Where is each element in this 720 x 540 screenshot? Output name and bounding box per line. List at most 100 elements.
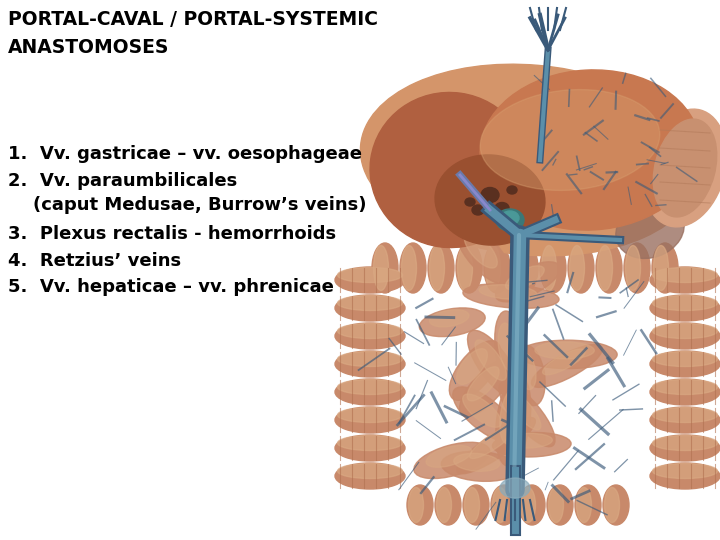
Ellipse shape — [441, 451, 518, 481]
Ellipse shape — [338, 408, 402, 422]
Ellipse shape — [485, 246, 500, 291]
Ellipse shape — [500, 478, 530, 498]
Ellipse shape — [338, 435, 402, 450]
Ellipse shape — [338, 267, 402, 282]
Ellipse shape — [652, 352, 718, 367]
Ellipse shape — [598, 246, 613, 291]
Ellipse shape — [335, 295, 405, 321]
Ellipse shape — [577, 488, 592, 523]
Ellipse shape — [498, 323, 518, 371]
Ellipse shape — [407, 485, 433, 525]
Ellipse shape — [338, 295, 402, 310]
Text: 5.  Vv. hepaticae – vv. phrenicae: 5. Vv. hepaticae – vv. phrenicae — [8, 278, 334, 296]
Ellipse shape — [492, 488, 508, 523]
Ellipse shape — [650, 267, 720, 293]
Ellipse shape — [435, 485, 461, 525]
Text: PORTAL-CAVAL / PORTAL-SYSTEMIC: PORTAL-CAVAL / PORTAL-SYSTEMIC — [8, 10, 378, 29]
Ellipse shape — [335, 435, 405, 461]
Ellipse shape — [467, 330, 520, 398]
Ellipse shape — [507, 186, 517, 194]
Text: (caput Medusae, Burrow’s veins): (caput Medusae, Burrow’s veins) — [8, 196, 366, 214]
Ellipse shape — [535, 342, 594, 359]
Ellipse shape — [624, 243, 650, 293]
Ellipse shape — [541, 246, 557, 291]
Ellipse shape — [652, 243, 678, 293]
Ellipse shape — [370, 92, 530, 247]
Ellipse shape — [626, 246, 641, 291]
Ellipse shape — [491, 485, 517, 525]
Ellipse shape — [650, 351, 720, 377]
Ellipse shape — [495, 202, 509, 213]
Ellipse shape — [505, 266, 544, 290]
Ellipse shape — [652, 267, 718, 282]
Ellipse shape — [653, 119, 716, 217]
Ellipse shape — [400, 243, 426, 293]
Ellipse shape — [454, 453, 500, 471]
Ellipse shape — [335, 323, 405, 349]
Ellipse shape — [463, 394, 501, 427]
Ellipse shape — [414, 442, 490, 478]
Ellipse shape — [505, 434, 552, 448]
Ellipse shape — [408, 488, 423, 523]
Ellipse shape — [430, 246, 444, 291]
Ellipse shape — [512, 243, 538, 293]
Ellipse shape — [335, 379, 405, 405]
Ellipse shape — [453, 387, 517, 442]
Ellipse shape — [650, 407, 720, 433]
Ellipse shape — [652, 435, 718, 450]
Text: 2.  Vv. paraumbilicales: 2. Vv. paraumbilicales — [8, 172, 238, 190]
Ellipse shape — [495, 311, 527, 392]
Ellipse shape — [507, 391, 541, 430]
Text: 4.  Retzius’ veins: 4. Retzius’ veins — [8, 252, 181, 270]
Ellipse shape — [496, 375, 531, 466]
Ellipse shape — [518, 340, 617, 369]
Ellipse shape — [338, 323, 402, 339]
Ellipse shape — [469, 424, 517, 458]
Ellipse shape — [650, 295, 720, 321]
Ellipse shape — [465, 198, 475, 206]
Ellipse shape — [335, 267, 405, 293]
Ellipse shape — [650, 323, 720, 349]
Ellipse shape — [430, 309, 469, 327]
Ellipse shape — [540, 243, 566, 293]
Ellipse shape — [426, 446, 472, 467]
Text: 3.  Plexus rectalis - hemorrhoids: 3. Plexus rectalis - hemorrhoids — [8, 225, 336, 243]
Ellipse shape — [335, 351, 405, 377]
Ellipse shape — [372, 243, 398, 293]
Ellipse shape — [547, 485, 573, 525]
Ellipse shape — [435, 155, 545, 245]
Ellipse shape — [480, 70, 700, 230]
Text: ANASTOMOSES: ANASTOMOSES — [8, 38, 169, 57]
Ellipse shape — [464, 232, 498, 268]
Ellipse shape — [492, 433, 571, 457]
Ellipse shape — [652, 380, 718, 395]
Ellipse shape — [603, 485, 629, 525]
Ellipse shape — [338, 463, 402, 478]
Ellipse shape — [650, 435, 720, 461]
Ellipse shape — [652, 463, 718, 478]
Ellipse shape — [456, 349, 487, 384]
Ellipse shape — [500, 389, 521, 444]
Ellipse shape — [575, 485, 601, 525]
Ellipse shape — [570, 246, 585, 291]
Ellipse shape — [501, 211, 519, 225]
Ellipse shape — [335, 407, 405, 433]
Ellipse shape — [521, 488, 536, 523]
Ellipse shape — [479, 285, 537, 299]
Ellipse shape — [338, 352, 402, 367]
Ellipse shape — [515, 345, 545, 406]
Ellipse shape — [361, 64, 700, 256]
Ellipse shape — [495, 262, 560, 302]
Ellipse shape — [480, 90, 660, 191]
Ellipse shape — [519, 485, 545, 525]
Ellipse shape — [457, 246, 472, 291]
Ellipse shape — [543, 349, 585, 375]
Ellipse shape — [338, 380, 402, 395]
Ellipse shape — [605, 488, 619, 523]
Ellipse shape — [457, 417, 536, 474]
Ellipse shape — [459, 359, 513, 416]
Ellipse shape — [484, 243, 510, 293]
Ellipse shape — [481, 187, 499, 202]
Ellipse shape — [472, 205, 484, 215]
Ellipse shape — [549, 488, 564, 523]
